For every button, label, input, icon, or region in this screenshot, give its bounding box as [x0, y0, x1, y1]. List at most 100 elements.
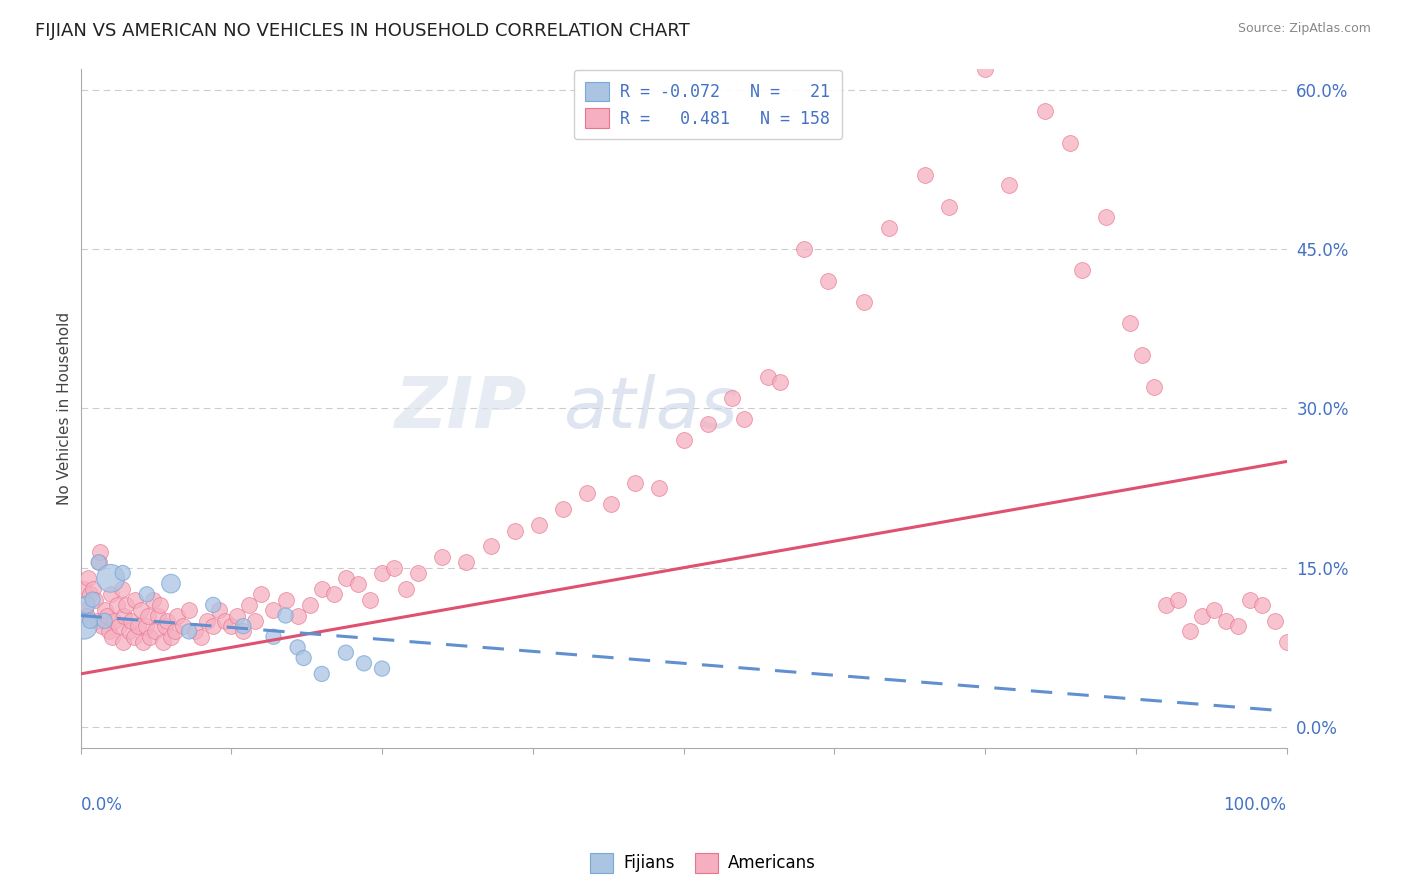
Point	[1070, 263, 1092, 277]
Point	[503, 524, 526, 538]
Point	[1215, 614, 1237, 628]
Text: 0.0%: 0.0%	[80, 796, 122, 814]
Point	[1275, 635, 1298, 649]
Y-axis label: No Vehicles in Household: No Vehicles in Household	[58, 312, 72, 505]
Point	[1227, 619, 1250, 633]
Point	[142, 592, 165, 607]
Point	[152, 635, 174, 649]
Point	[292, 651, 315, 665]
Point	[72, 582, 94, 596]
Point	[82, 582, 104, 596]
Point	[479, 540, 502, 554]
Point	[1239, 592, 1261, 607]
Point	[238, 598, 260, 612]
Point	[124, 592, 146, 607]
Point	[111, 635, 134, 649]
Text: FIJIAN VS AMERICAN NO VEHICLES IN HOUSEHOLD CORRELATION CHART: FIJIAN VS AMERICAN NO VEHICLES IN HOUSEH…	[35, 22, 690, 40]
Legend: R = -0.072   N =   21, R =   0.481   N = 158: R = -0.072 N = 21, R = 0.481 N = 158	[574, 70, 842, 139]
Point	[87, 555, 110, 569]
Point	[287, 640, 309, 655]
Point	[166, 608, 188, 623]
Point	[93, 614, 115, 628]
Point	[817, 274, 839, 288]
Point	[335, 646, 357, 660]
Point	[1119, 317, 1142, 331]
Point	[793, 242, 815, 256]
Point	[195, 614, 218, 628]
Point	[163, 624, 186, 639]
Point	[720, 391, 742, 405]
Point	[756, 369, 779, 384]
Point	[139, 630, 162, 644]
Point	[359, 592, 381, 607]
Point	[696, 417, 718, 432]
Point	[160, 630, 183, 644]
Point	[232, 619, 254, 633]
Point	[76, 598, 98, 612]
Point	[311, 582, 333, 596]
Point	[87, 555, 110, 569]
Point	[1059, 136, 1081, 150]
Point	[177, 624, 200, 639]
Point	[250, 587, 273, 601]
Point	[76, 608, 98, 623]
Point	[382, 560, 405, 574]
Point	[98, 624, 121, 639]
Point	[184, 624, 207, 639]
Point	[110, 582, 132, 596]
Point	[1035, 103, 1057, 118]
Point	[177, 603, 200, 617]
Text: Source: ZipAtlas.com: Source: ZipAtlas.com	[1237, 22, 1371, 36]
Point	[263, 603, 285, 617]
Point	[89, 545, 111, 559]
Point	[79, 614, 101, 628]
Point	[132, 635, 155, 649]
Point	[1178, 624, 1201, 639]
Point	[105, 598, 128, 612]
Point	[135, 619, 157, 633]
Point	[456, 555, 478, 569]
Point	[551, 502, 574, 516]
Point	[103, 614, 125, 628]
Point	[914, 168, 936, 182]
Point	[1154, 598, 1177, 612]
Legend: Fijians, Americans: Fijians, Americans	[583, 847, 823, 880]
Point	[263, 630, 285, 644]
Point	[733, 412, 755, 426]
Point	[96, 608, 118, 623]
Point	[143, 624, 166, 639]
Point	[877, 220, 900, 235]
Point	[115, 598, 138, 612]
Point	[101, 630, 124, 644]
Point	[1143, 380, 1166, 394]
Point	[76, 571, 98, 585]
Text: ZIP: ZIP	[395, 374, 527, 443]
Point	[395, 582, 418, 596]
Point	[172, 619, 194, 633]
Point	[214, 614, 236, 628]
Point	[274, 592, 297, 607]
Point	[406, 566, 429, 580]
Point	[93, 603, 115, 617]
Point	[79, 587, 101, 601]
Point	[146, 608, 169, 623]
Point	[160, 576, 183, 591]
Point	[118, 624, 141, 639]
Point	[335, 571, 357, 585]
Point	[1204, 603, 1226, 617]
Point	[75, 603, 97, 617]
Point	[129, 603, 152, 617]
Point	[73, 619, 96, 633]
Point	[111, 566, 134, 580]
Point	[998, 178, 1021, 193]
Point	[287, 608, 309, 623]
Point	[853, 295, 876, 310]
Point	[245, 614, 267, 628]
Point	[371, 566, 394, 580]
Point	[226, 608, 249, 623]
Point	[527, 518, 550, 533]
Point	[156, 614, 179, 628]
Point	[208, 603, 231, 617]
Point	[600, 497, 623, 511]
Point	[120, 614, 142, 628]
